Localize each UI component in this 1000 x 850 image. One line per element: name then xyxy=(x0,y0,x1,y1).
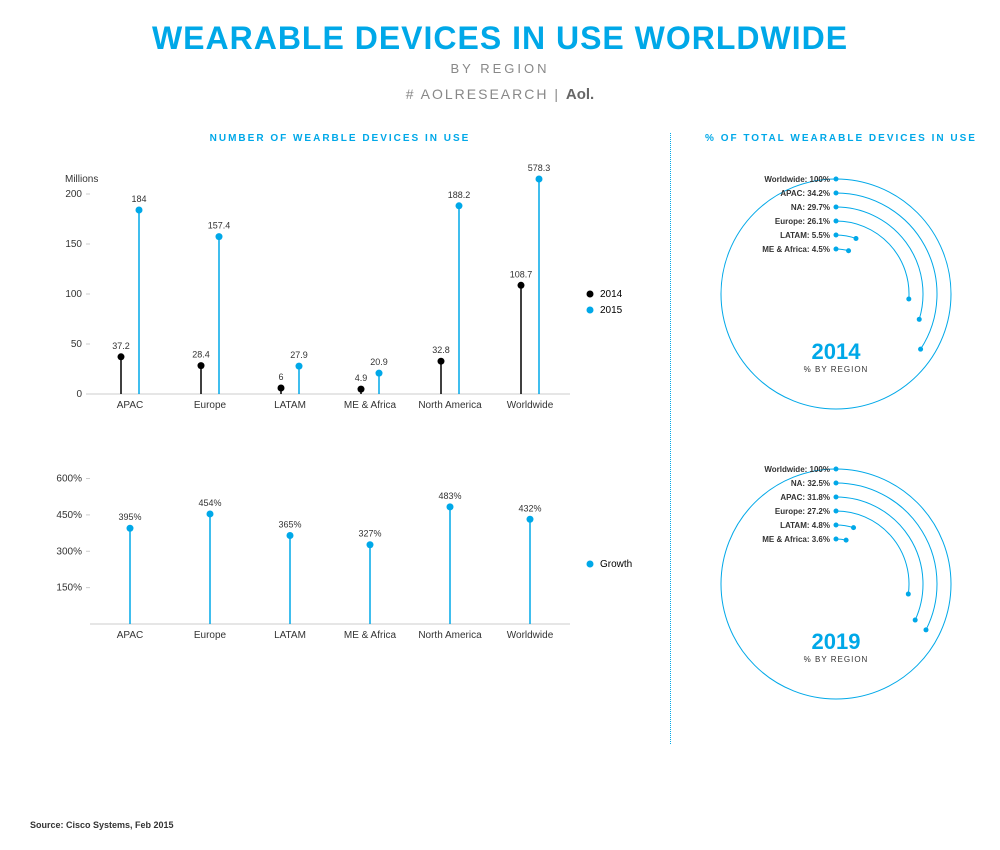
svg-text:600%: 600% xyxy=(56,474,82,485)
svg-text:200: 200 xyxy=(65,189,82,200)
svg-text:NA: 29.7%: NA: 29.7% xyxy=(791,203,830,212)
svg-text:37.2: 37.2 xyxy=(112,341,130,351)
svg-text:Europe: Europe xyxy=(194,400,227,411)
right-panel: % OF TOTAL WEARABLE DEVICES IN USE World… xyxy=(670,133,986,744)
svg-text:2014: 2014 xyxy=(812,339,862,364)
svg-text:108.7: 108.7 xyxy=(510,269,533,279)
growth-chart: 150% 300% 450% 600% APAC 395% Europe 454% LATAM 3… xyxy=(30,454,650,654)
svg-text:Worldwide: Worldwide xyxy=(507,400,554,411)
svg-text:395%: 395% xyxy=(118,512,141,522)
svg-text:ME & Africa: 3.6%: ME & Africa: 3.6% xyxy=(762,535,830,544)
svg-text:NA: 32.5%: NA: 32.5% xyxy=(791,479,830,488)
svg-text:432%: 432% xyxy=(518,503,541,513)
svg-text:50: 50 xyxy=(71,339,83,350)
svg-text:ME & Africa: 4.5%: ME & Africa: 4.5% xyxy=(762,245,830,254)
svg-text:4.9: 4.9 xyxy=(355,373,368,383)
page-title: WEARABLE DEVICES IN USE WORLDWIDE xyxy=(30,20,970,57)
svg-text:20.9: 20.9 xyxy=(370,357,388,367)
svg-text:578.3: 578.3 xyxy=(528,164,551,173)
svg-text:LATAM: 5.5%: LATAM: 5.5% xyxy=(780,231,830,240)
svg-text:2014: 2014 xyxy=(600,289,623,300)
svg-text:APAC: APAC xyxy=(117,400,144,411)
svg-text:450%: 450% xyxy=(56,510,82,521)
radial-2014: Worldwide: 100% APAC: 34.2% NA: 29.7% Europ… xyxy=(696,164,986,424)
svg-text:Europe: 27.2%: Europe: 27.2% xyxy=(775,507,830,516)
svg-text:300%: 300% xyxy=(56,546,82,557)
svg-text:150: 150 xyxy=(65,239,82,250)
devices-chart: 0 50 100 150 200 Millions APAC 37.2 184 Europe 28.… xyxy=(30,164,650,424)
svg-text:327%: 327% xyxy=(358,529,381,539)
brand-line: # AOLRESEARCH | Aol. xyxy=(30,86,970,103)
svg-text:North America: North America xyxy=(418,630,482,641)
svg-text:Europe: 26.1%: Europe: 26.1% xyxy=(775,217,830,226)
svg-text:483%: 483% xyxy=(438,491,461,501)
svg-text:Europe: Europe xyxy=(194,630,227,641)
svg-text:LATAM: 4.8%: LATAM: 4.8% xyxy=(780,521,830,530)
svg-text:150%: 150% xyxy=(56,583,82,594)
radial-2019: Worldwide: 100% NA: 32.5% APAC: 31.8% Europ… xyxy=(696,454,986,714)
svg-text:32.8: 32.8 xyxy=(432,345,450,355)
svg-text:% BY REGION: % BY REGION xyxy=(804,655,869,664)
svg-text:454%: 454% xyxy=(198,498,221,508)
svg-text:28.4: 28.4 xyxy=(192,350,210,360)
header: WEARABLE DEVICES IN USE WORLDWIDE BY REG… xyxy=(30,20,970,103)
svg-text:% BY REGION: % BY REGION xyxy=(804,365,869,374)
svg-text:184: 184 xyxy=(131,194,146,204)
svg-text:157.4: 157.4 xyxy=(208,221,231,231)
svg-text:100: 100 xyxy=(65,289,82,300)
brand-sep: | xyxy=(554,86,560,102)
left-section-title: NUMBER OF WEARBLE DEVICES IN USE xyxy=(30,133,650,144)
svg-text:Growth: Growth xyxy=(600,559,632,570)
svg-text:LATAM: LATAM xyxy=(274,630,306,641)
svg-text:2015: 2015 xyxy=(600,305,623,316)
svg-text:2019: 2019 xyxy=(812,629,861,654)
svg-text:APAC: 31.8%: APAC: 31.8% xyxy=(780,493,830,502)
svg-text:LATAM: LATAM xyxy=(274,400,306,411)
svg-text:APAC: 34.2%: APAC: 34.2% xyxy=(780,189,830,198)
svg-text:ME & Africa: ME & Africa xyxy=(344,630,397,641)
svg-text:188.2: 188.2 xyxy=(448,190,471,200)
svg-text:Worldwide: Worldwide xyxy=(507,630,554,641)
svg-text:6: 6 xyxy=(278,372,283,382)
brand-aol: Aol. xyxy=(566,86,594,103)
right-section-title: % OF TOTAL WEARABLE DEVICES IN USE xyxy=(696,133,986,144)
svg-text:ME & Africa: ME & Africa xyxy=(344,400,397,411)
svg-text:APAC: APAC xyxy=(117,630,144,641)
svg-text:North America: North America xyxy=(418,400,482,411)
svg-text:0: 0 xyxy=(76,389,82,400)
svg-text:Worldwide: 100%: Worldwide: 100% xyxy=(764,465,830,474)
svg-text:Millions: Millions xyxy=(65,174,98,185)
brand-hash: # AOLRESEARCH xyxy=(406,86,549,102)
left-panel: NUMBER OF WEARBLE DEVICES IN USE 0 50 100 1… xyxy=(30,133,650,744)
content: NUMBER OF WEARBLE DEVICES IN USE 0 50 100 1… xyxy=(30,133,970,744)
svg-text:365%: 365% xyxy=(278,520,301,530)
source-text: Source: Cisco Systems, Feb 2015 xyxy=(30,820,174,830)
svg-text:27.9: 27.9 xyxy=(290,350,308,360)
svg-text:Worldwide: 100%: Worldwide: 100% xyxy=(764,175,830,184)
page-subtitle: BY REGION xyxy=(30,61,970,76)
